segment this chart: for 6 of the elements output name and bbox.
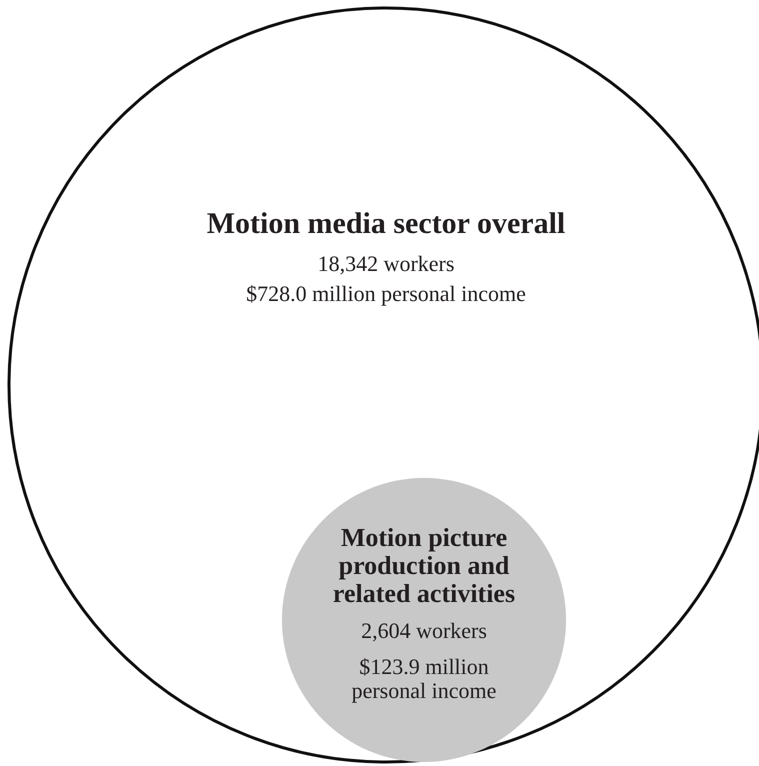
category-label: Motion picture production and related activities [332,522,516,608]
text: $123.9 million personal income [352,654,496,703]
data-label: 18,342 workers [318,251,454,276]
data-label: 2,604 workers [361,618,487,643]
text: $728.0 million personal income [246,281,526,306]
category-label: Motion media sector overall [206,207,566,240]
